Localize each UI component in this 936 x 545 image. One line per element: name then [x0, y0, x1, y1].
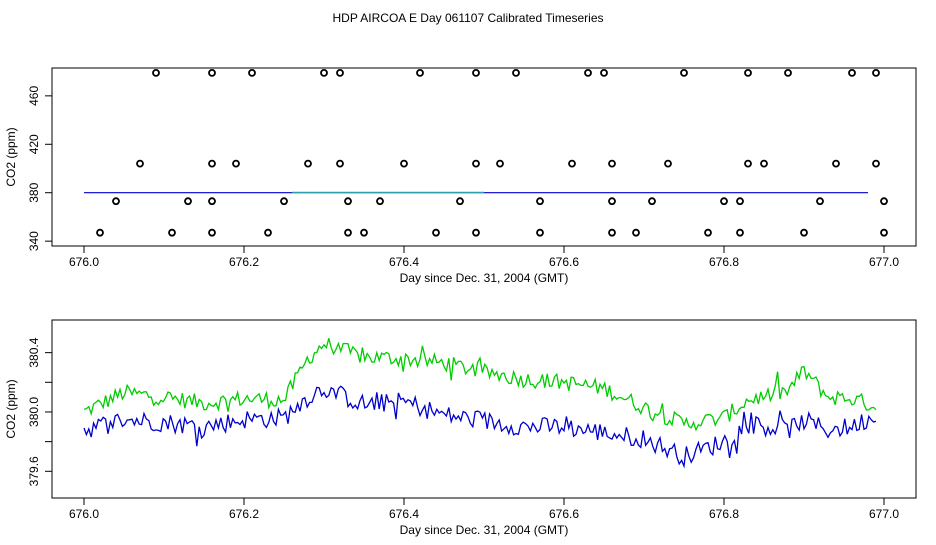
top-x-tick-label: 676.6	[549, 255, 579, 269]
top-data-point	[264, 228, 272, 237]
top-panel: 676.0 676.2 676.4 676.6 676.8 677.0 340 380 420 4…	[4, 67, 917, 285]
top-x-tick-label: 676.2	[229, 255, 259, 269]
bottom-y-axis-label: CO2 (ppm)	[4, 379, 18, 438]
top-data-point	[232, 159, 240, 168]
top-x-tick-label: 677.0	[869, 255, 899, 269]
bottom-x-tick-label: 676.2	[229, 507, 259, 521]
top-data-point	[376, 197, 384, 206]
top-data-point	[720, 197, 728, 206]
top-data-point	[248, 68, 256, 77]
top-data-point	[784, 68, 792, 77]
top-data-point	[360, 228, 368, 237]
top-data-point	[760, 159, 768, 168]
top-y-tick-label: 340	[27, 231, 41, 251]
bottom-series-group	[83, 338, 877, 469]
top-data-point	[608, 228, 616, 237]
top-data-point	[600, 68, 608, 77]
top-x-tick-label: 676.8	[709, 255, 739, 269]
top-y-axis-label: CO2 (ppm)	[4, 127, 18, 186]
top-data-point	[512, 68, 520, 77]
top-data-point	[344, 228, 352, 237]
top-data-point	[872, 68, 880, 77]
top-data-point	[336, 68, 344, 77]
top-data-point	[320, 68, 328, 77]
top-data-point	[664, 159, 672, 168]
top-data-point	[736, 228, 744, 237]
top-data-point	[880, 228, 888, 237]
bottom-panel: 676.0 676.2 676.4 676.6 676.8 677.0 379.6 380.0…	[4, 319, 917, 537]
bottom-axis-ticks: 676.0 676.2 676.4 676.6 676.8 677.0 379.6 380.0…	[27, 337, 899, 521]
top-data-point	[648, 197, 656, 206]
top-data-point	[432, 228, 440, 237]
top-data-point	[304, 159, 312, 168]
top-data-point	[496, 159, 504, 168]
top-data-point	[584, 68, 592, 77]
top-data-point	[744, 159, 752, 168]
top-x-axis-label: Day since Dec. 31, 2004 (GMT)	[400, 271, 569, 285]
top-data-point	[680, 68, 688, 77]
top-axis-ticks: 676.0 676.2 676.4 676.6 676.8 677.0 340 380 420 4…	[27, 86, 899, 269]
top-data-point	[208, 197, 216, 206]
top-data-point	[536, 197, 544, 206]
top-data-point	[336, 159, 344, 168]
top-data-point	[208, 159, 216, 168]
bottom-plot-frame	[51, 319, 917, 499]
top-data-point	[736, 197, 744, 206]
top-series-group	[84, 68, 888, 237]
top-x-tick-label: 676.4	[389, 255, 419, 269]
top-data-point	[96, 228, 104, 237]
top-data-point	[880, 197, 888, 206]
figure-title: HDP AIRCOA E Day 061107 Calibrated Times…	[332, 11, 603, 25]
top-data-point	[536, 228, 544, 237]
top-data-point	[872, 159, 880, 168]
top-data-point	[832, 159, 840, 168]
bottom-x-tick-label: 676.6	[549, 507, 579, 521]
top-data-point	[472, 68, 480, 77]
top-data-point	[184, 197, 192, 206]
bottom-x-tick-label: 677.0	[869, 507, 899, 521]
bottom-x-tick-label: 676.4	[389, 507, 419, 521]
top-data-point	[456, 197, 464, 206]
top-y-tick-label: 380	[27, 182, 41, 202]
top-y-tick-label: 460	[27, 86, 41, 106]
top-x-tick-label: 676.0	[69, 255, 99, 269]
top-data-point	[136, 159, 144, 168]
top-data-point	[112, 197, 120, 206]
top-data-point	[280, 197, 288, 206]
bottom-series-line	[83, 385, 877, 469]
top-data-point	[704, 228, 712, 237]
bottom-series-line	[83, 338, 877, 432]
top-data-point	[416, 68, 424, 77]
top-data-point	[744, 68, 752, 77]
bottom-x-tick-label: 676.0	[69, 507, 99, 521]
top-data-point	[472, 159, 480, 168]
top-data-point	[400, 159, 408, 168]
top-data-point	[608, 159, 616, 168]
top-data-point	[208, 68, 216, 77]
top-data-point	[208, 228, 216, 237]
top-data-point	[800, 228, 808, 237]
bottom-x-axis-label: Day since Dec. 31, 2004 (GMT)	[400, 523, 569, 537]
top-data-point	[472, 228, 480, 237]
bottom-x-tick-label: 676.8	[709, 507, 739, 521]
top-data-point	[848, 68, 856, 77]
bottom-y-tick-label: 380.0	[27, 397, 41, 427]
top-data-point	[632, 228, 640, 237]
top-data-point	[168, 228, 176, 237]
top-data-point	[816, 197, 824, 206]
bottom-y-tick-label: 379.6	[27, 456, 41, 486]
bottom-y-tick-label: 380.4	[27, 337, 41, 367]
top-data-point	[344, 197, 352, 206]
top-data-point	[568, 159, 576, 168]
top-y-tick-label: 420	[27, 134, 41, 154]
top-plot-frame	[51, 67, 917, 247]
top-data-point	[152, 68, 160, 77]
top-data-point	[608, 197, 616, 206]
